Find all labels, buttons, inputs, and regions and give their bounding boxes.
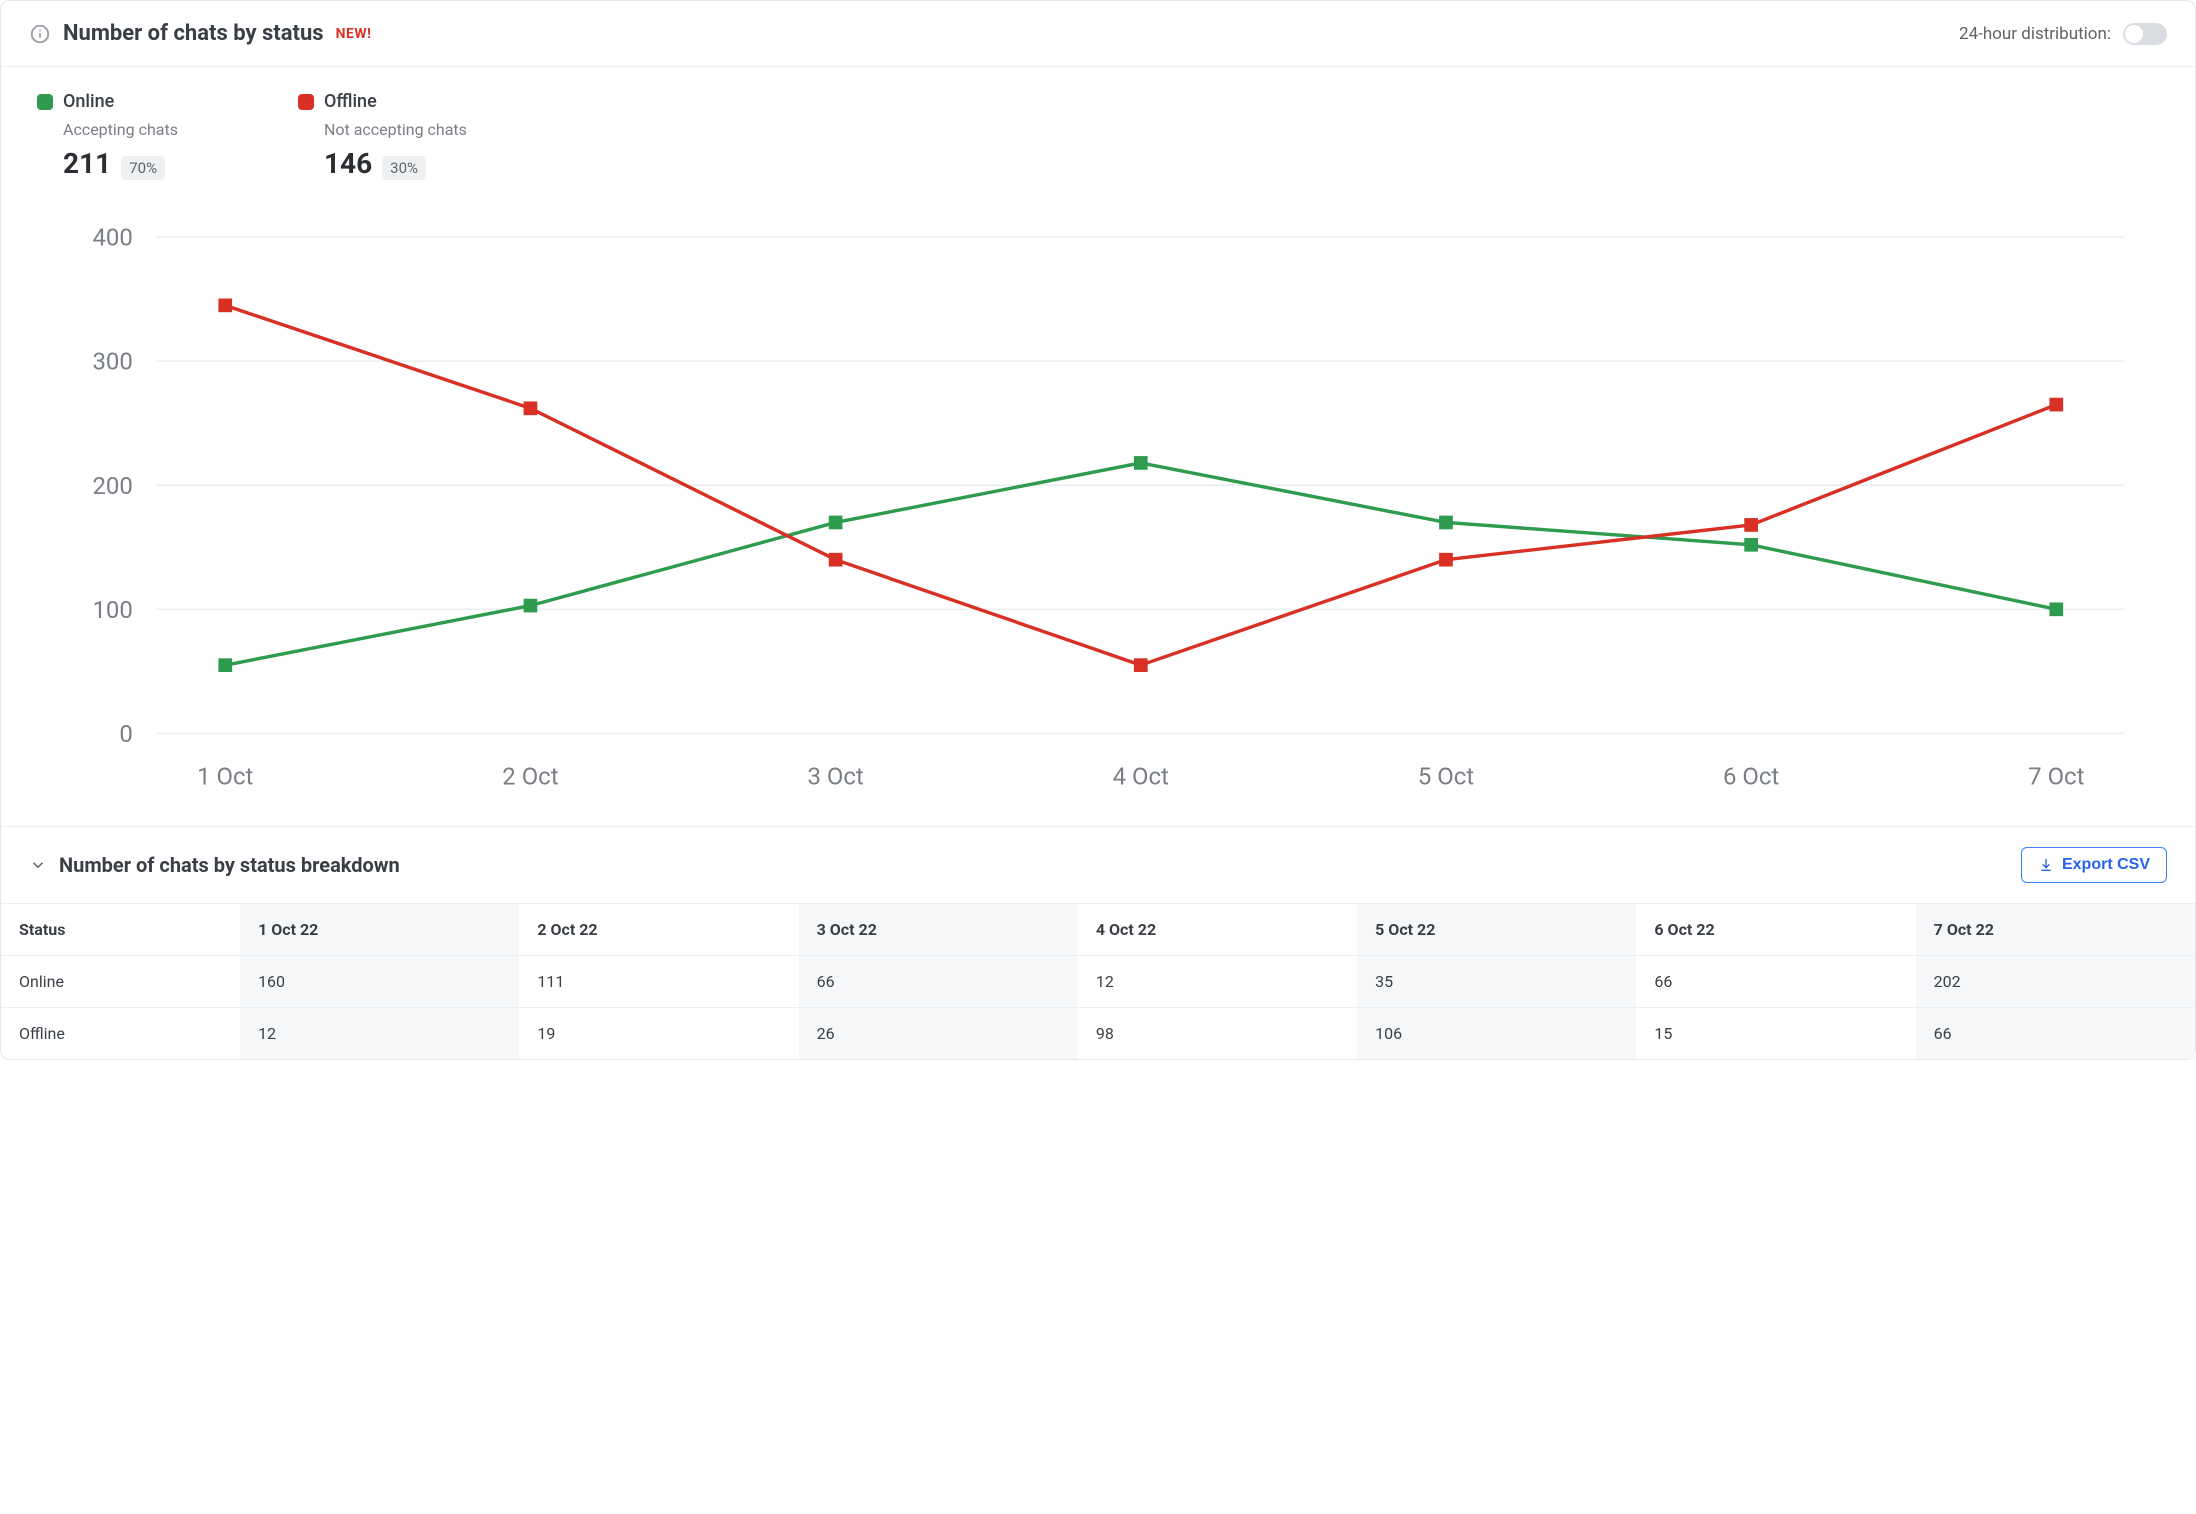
breakdown-header: Number of chats by status breakdown Expo…	[1, 827, 2195, 903]
legend-swatch	[298, 94, 314, 110]
status-line-chart: 0 100 200 300 400 1 Oct 2 Oct 3 Oct 4 Oct 5 Oct 6 …	[37, 220, 2159, 802]
summary-name: Online	[63, 91, 114, 112]
col-header: 5 Oct 22	[1357, 903, 1636, 955]
breakdown-left: Number of chats by status breakdown	[29, 853, 400, 877]
svg-text:0: 0	[119, 720, 132, 748]
header-left: Number of chats by status NEW!	[29, 21, 371, 46]
summary-percent: 70%	[121, 156, 165, 180]
cell: 160	[240, 955, 519, 1007]
col-header: 1 Oct 22	[240, 903, 519, 955]
export-csv-button[interactable]: Export CSV	[2021, 847, 2167, 883]
svg-text:400: 400	[92, 224, 132, 252]
cell: 26	[799, 1007, 1078, 1059]
svg-text:200: 200	[92, 472, 132, 500]
status-header: Status	[1, 903, 240, 955]
svg-text:5 Oct: 5 Oct	[1418, 763, 1474, 791]
export-csv-label: Export CSV	[2062, 856, 2150, 874]
cell: 98	[1078, 1007, 1357, 1059]
cell: 106	[1357, 1007, 1636, 1059]
summary-top: Offline	[298, 91, 467, 112]
cell: 66	[1636, 955, 1915, 1007]
card-title: Number of chats by status	[63, 21, 324, 46]
download-icon	[2038, 857, 2054, 873]
svg-text:1 Oct: 1 Oct	[197, 763, 253, 791]
summary-value-row: 146 30%	[324, 147, 467, 180]
card-header: Number of chats by status NEW! 24-hour d…	[1, 1, 2195, 66]
svg-text:300: 300	[92, 348, 132, 376]
summary-percent: 30%	[382, 156, 426, 180]
header-right: 24-hour distribution:	[1959, 23, 2167, 45]
col-header: 3 Oct 22	[799, 903, 1078, 955]
cell: 66	[799, 955, 1078, 1007]
summary-item-online: Online Accepting chats 211 70%	[37, 91, 178, 180]
summary-value-row: 211 70%	[63, 147, 178, 180]
svg-text:100: 100	[92, 596, 132, 624]
svg-text:6 Oct: 6 Oct	[1723, 763, 1779, 791]
col-header: 4 Oct 22	[1078, 903, 1357, 955]
table-row: Offline121926981061566	[1, 1007, 2195, 1059]
svg-text:7 Oct: 7 Oct	[2028, 763, 2084, 791]
svg-text:2 Oct: 2 Oct	[502, 763, 558, 791]
summary-value: 146	[324, 147, 372, 180]
summary-row: Online Accepting chats 211 70% Offline Not ac…	[1, 67, 2195, 190]
summary-subtitle: Accepting chats	[63, 120, 178, 139]
cell: 111	[519, 955, 798, 1007]
cell: 15	[1636, 1007, 1915, 1059]
svg-text:4 Oct: 4 Oct	[1113, 763, 1169, 791]
col-header: 7 Oct 22	[1916, 903, 2195, 955]
table-row: Online16011166123566202	[1, 955, 2195, 1007]
col-header: 2 Oct 22	[519, 903, 798, 955]
summary-name: Offline	[324, 91, 377, 112]
table-header-row: Status1 Oct 222 Oct 223 Oct 224 Oct 225 …	[1, 903, 2195, 955]
distribution-toggle[interactable]	[2123, 23, 2167, 45]
row-label: Offline	[1, 1007, 240, 1059]
new-badge: NEW!	[336, 26, 372, 42]
chart-container: 0 100 200 300 400 1 Oct 2 Oct 3 Oct 4 Oct 5 Oct 6 …	[1, 190, 2195, 826]
legend-swatch	[37, 94, 53, 110]
cell: 12	[1078, 955, 1357, 1007]
summary-top: Online	[37, 91, 178, 112]
col-header: 6 Oct 22	[1636, 903, 1915, 955]
summary-value: 211	[63, 147, 111, 180]
cell: 66	[1916, 1007, 2195, 1059]
summary-item-offline: Offline Not accepting chats 146 30%	[298, 91, 467, 180]
info-icon[interactable]	[29, 23, 51, 45]
report-card: Number of chats by status NEW! 24-hour d…	[0, 0, 2196, 1060]
breakdown-title: Number of chats by status breakdown	[59, 853, 400, 877]
cell: 202	[1916, 955, 2195, 1007]
svg-text:3 Oct: 3 Oct	[807, 763, 863, 791]
chevron-down-icon[interactable]	[29, 856, 47, 874]
cell: 19	[519, 1007, 798, 1059]
breakdown-table: Status1 Oct 222 Oct 223 Oct 224 Oct 225 …	[1, 903, 2195, 1059]
summary-subtitle: Not accepting chats	[324, 120, 467, 139]
row-label: Online	[1, 955, 240, 1007]
cell: 12	[240, 1007, 519, 1059]
cell: 35	[1357, 955, 1636, 1007]
distribution-label: 24-hour distribution:	[1959, 24, 2111, 44]
